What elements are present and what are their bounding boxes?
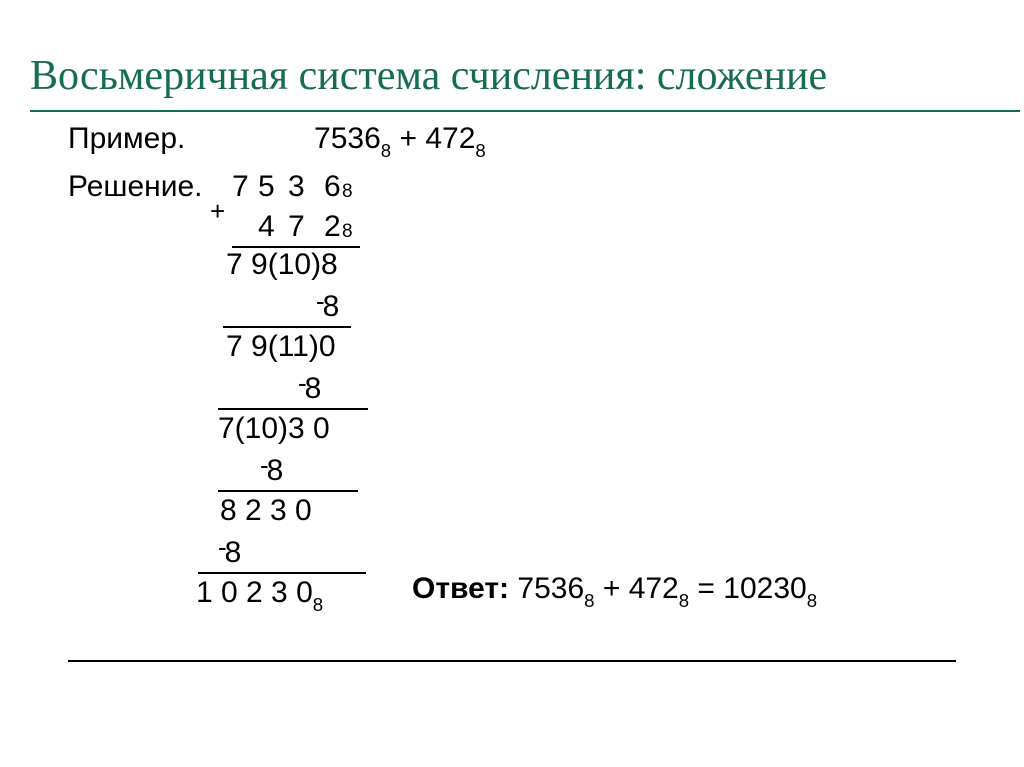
work-sum2: 7 9(11)0 bbox=[68, 332, 486, 374]
step3-val: 8 bbox=[267, 454, 284, 487]
label-reshenie: Решение. bbox=[68, 170, 202, 203]
label-otvet: Ответ: bbox=[412, 572, 509, 605]
work-r1-d1: 7 bbox=[232, 172, 249, 202]
expr-b-sub: 8 bbox=[475, 140, 485, 161]
ans-a-sub: 8 bbox=[584, 590, 594, 611]
ans-rhs: 10230 bbox=[723, 572, 806, 605]
sum1-text: 7 9(10)8 bbox=[226, 250, 338, 280]
answer-text: Ответ: 75368 + 4728 = 102308 bbox=[412, 574, 817, 609]
expr-a: 7536 bbox=[314, 122, 381, 155]
ans-b-sub: 8 bbox=[679, 590, 689, 611]
work-sum4: 8 2 3 0 bbox=[68, 496, 486, 538]
sum2-text: 7 9(11)0 bbox=[226, 332, 336, 362]
ans-rhs-sub: 8 bbox=[807, 590, 817, 611]
work-r2-sub: 8 bbox=[342, 222, 353, 241]
work-r1-d4: 6 bbox=[324, 172, 341, 202]
work-r1-d3: 3 bbox=[288, 172, 305, 202]
step3-minus: -8 bbox=[260, 456, 283, 486]
slide-title: Восьмеричная система счисления: сложение bbox=[30, 52, 1020, 112]
final-sub: 8 bbox=[313, 594, 323, 615]
work-step1: -8 bbox=[68, 292, 486, 332]
underline-5 bbox=[198, 572, 366, 574]
step4-minus: -8 bbox=[218, 538, 241, 568]
slide-body: Пример. 75368 + 4728 Решение. 7 5 3 6 8 … bbox=[68, 124, 486, 623]
work-r1-sub: 8 bbox=[342, 182, 353, 201]
label-primer: Пример. bbox=[68, 122, 185, 155]
step1-val: 8 bbox=[323, 290, 340, 323]
expr-a-sub: 8 bbox=[381, 140, 391, 161]
work-step2: -8 bbox=[68, 374, 486, 414]
bottom-rule bbox=[68, 660, 956, 662]
work-r2-d4: 2 bbox=[324, 212, 341, 242]
sum4-text: 8 2 3 0 bbox=[220, 496, 312, 526]
expr-plus: + bbox=[391, 122, 425, 155]
ans-plus: + bbox=[594, 572, 628, 605]
underline-2 bbox=[223, 326, 351, 328]
step2-minus: -8 bbox=[298, 374, 321, 404]
sum3-text: 7(10)3 0 bbox=[218, 414, 330, 444]
final-line: 1 0 2 3 08 Ответ: 75368 + 4728 = 102308 bbox=[68, 578, 486, 623]
ans-b: 472 bbox=[629, 572, 679, 605]
step4-val: 8 bbox=[225, 536, 242, 569]
solution-header: Решение. 7 5 3 6 8 bbox=[68, 172, 486, 212]
work-row2: 4 7 2 8 bbox=[68, 212, 486, 250]
expr-b: 472 bbox=[425, 122, 475, 155]
slide-root: Восьмеричная система счисления: сложение… bbox=[0, 0, 1024, 767]
work-sum1: 7 9(10)8 bbox=[68, 250, 486, 292]
ans-eq: = bbox=[689, 572, 723, 605]
step2-val: 8 bbox=[305, 372, 322, 405]
ans-a: 7536 bbox=[517, 572, 584, 605]
work-r2-d3: 7 bbox=[288, 212, 305, 242]
example-line: Пример. 75368 + 4728 bbox=[68, 124, 486, 172]
final-digits: 1 0 2 3 0 bbox=[196, 576, 313, 609]
work-step3: -8 bbox=[68, 456, 486, 496]
underline-3 bbox=[218, 408, 368, 410]
work-sum3: 7(10)3 0 bbox=[68, 414, 486, 456]
work-r1-d2: 5 bbox=[258, 172, 275, 202]
final-number: 1 0 2 3 08 bbox=[196, 578, 323, 613]
step1-minus: -8 bbox=[316, 292, 339, 322]
work-r2-d2: 4 bbox=[258, 212, 275, 242]
underline-4 bbox=[218, 490, 358, 492]
